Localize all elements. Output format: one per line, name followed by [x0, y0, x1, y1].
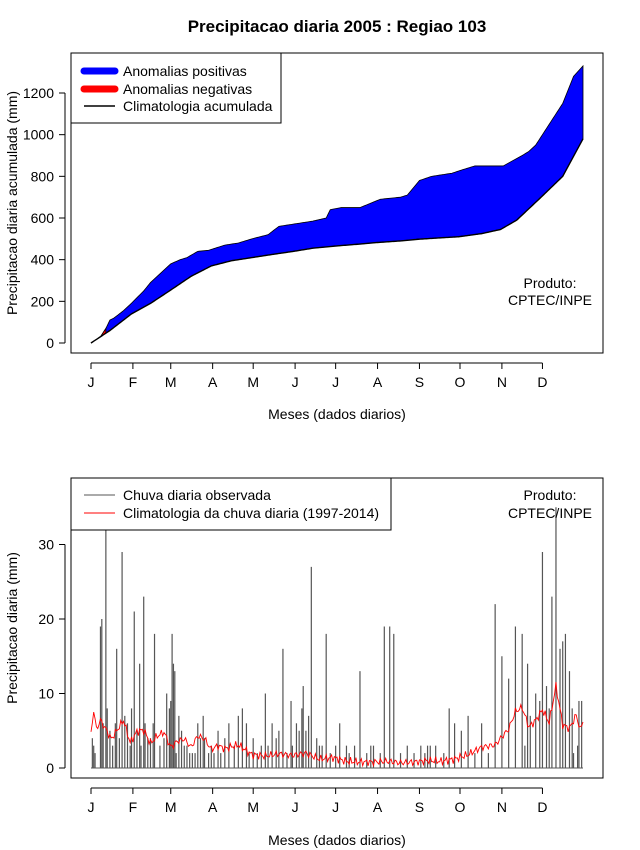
top-plot-frame [70, 52, 604, 354]
bottom-product-label: Produto: [524, 487, 577, 503]
bottom-x-tick-label: N [497, 799, 507, 815]
climatology-cumulative-line [90, 138, 584, 344]
bottom-panel: 0 10 20 30 J F M A M J J A S O N D Meses (dados diario… [4, 477, 604, 848]
bottom-x-tick-label: A [208, 799, 218, 815]
top-y-axis: 0 200 400 600 800 1000 1200 [23, 85, 66, 351]
bottom-x-tick-label: F [129, 799, 138, 815]
top-panel: 0 200 400 600 800 1000 1200 J F M A M J J A S O N D Meses… [4, 52, 604, 422]
top-y-axis-label: Precipitacao diaria acumulada (mm) [4, 91, 20, 315]
bottom-x-tick-label: O [455, 799, 466, 815]
bottom-y-axis: 0 10 20 30 [38, 537, 66, 776]
top-legend: Anomalias positivas Anomalias negativas … [70, 52, 282, 124]
top-y-tick-label: 0 [46, 335, 54, 351]
bottom-legend: Chuva diaria observada Climatologia da c… [70, 477, 392, 531]
bottom-y-tick-label: 0 [46, 760, 54, 776]
legend-label-observed: Chuva diaria observada [123, 487, 271, 503]
top-y-tick-label: 800 [31, 168, 55, 184]
top-x-tick-label: S [415, 374, 424, 390]
top-x-tick-label: J [292, 374, 299, 390]
top-y-tick-label: 600 [31, 210, 55, 226]
top-x-tick-label: F [129, 374, 138, 390]
bottom-y-axis-label: Precipitacao diaria (mm) [4, 552, 20, 704]
legend-label-positive: Anomalias positivas [123, 63, 247, 79]
bottom-x-tick-label: S [415, 799, 424, 815]
top-x-tick-label: N [497, 374, 507, 390]
top-x-axis-label: Meses (dados diarios) [268, 406, 406, 422]
top-x-tick-label: M [165, 374, 177, 390]
bottom-x-tick-label: A [373, 799, 383, 815]
bottom-y-tick-label: 20 [38, 611, 54, 627]
bottom-data-layer [90, 507, 584, 769]
top-x-tick-label: J [88, 374, 95, 390]
top-y-tick-label: 400 [31, 252, 55, 268]
bottom-x-tick-label: D [537, 799, 547, 815]
top-y-tick-label: 1200 [23, 85, 54, 101]
top-product-source: CPTEC/INPE [508, 292, 592, 308]
bottom-y-tick-label: 30 [38, 537, 54, 553]
top-x-tick-label: J [332, 374, 339, 390]
bottom-x-tick-label: J [292, 799, 299, 815]
bottom-x-tick-label: M [247, 799, 259, 815]
top-x-tick-label: M [247, 374, 259, 390]
legend-label-clim-daily: Climatologia da chuva diaria (1997-2014) [123, 505, 379, 521]
bottom-y-tick-label: 10 [38, 686, 54, 702]
top-product-label: Produto: [524, 275, 577, 291]
climatology-daily-line [90, 682, 584, 768]
top-x-tick-label: A [373, 374, 383, 390]
top-x-tick-label: O [455, 374, 466, 390]
top-x-tick-label: D [537, 374, 547, 390]
chart-title: Precipitacao diaria 2005 : Regiao 103 [188, 17, 487, 36]
legend-label-climatology: Climatologia acumulada [123, 98, 273, 114]
top-y-tick-label: 200 [31, 293, 55, 309]
bottom-x-tick-label: J [88, 799, 95, 815]
bottom-x-tick-label: M [165, 799, 177, 815]
top-data-layer [90, 64, 584, 344]
bottom-product-source: CPTEC/INPE [508, 505, 592, 521]
top-x-tick-label: A [208, 374, 218, 390]
top-y-tick-label: 1000 [23, 127, 54, 143]
bottom-legend-box [70, 477, 392, 531]
legend-label-negative: Anomalias negativas [123, 81, 252, 97]
bottom-x-tick-label: J [332, 799, 339, 815]
bottom-x-axis-label: Meses (dados diarios) [268, 832, 406, 848]
